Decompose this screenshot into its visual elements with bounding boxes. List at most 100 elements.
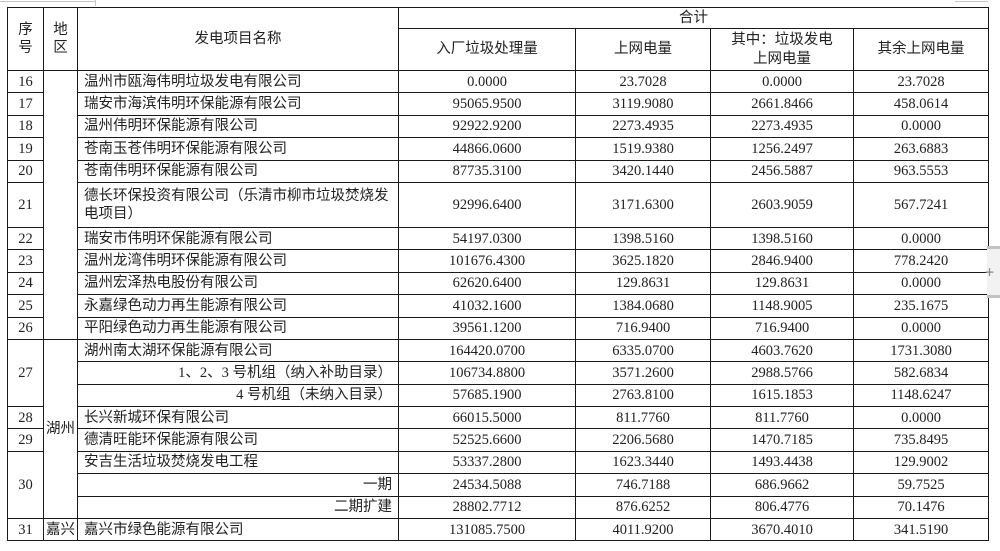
table-row: 21 德长环保投资有限公司（乐清市柳市垃圾焚烧发电项目） 92996.6400 317… [7,181,989,228]
seq-cell: 24 [7,271,44,296]
project-name-cell: 温州龙湾伟明环保能源有限公司 [77,249,399,273]
value-cell: 716.9400 [575,316,711,340]
seq-cell: 26 [7,316,44,340]
project-name-cell: 4 号机组（未纳入目录） [77,383,399,408]
value-cell: 3571.2600 [575,361,711,385]
value-cell: 1519.9380 [575,137,711,161]
value-cell: 3670.4010 [710,518,854,542]
scrollbar-grip-icon: + [985,262,995,281]
value-cell: 778.2420 [853,249,989,273]
project-name-cell: 平阳绿色动力再生能源有限公司 [77,316,399,340]
project-name-cell: 嘉兴市绿色能源有限公司 [77,518,399,542]
table-row: 20 苍南伟明环保能源有限公司 87735.3100 3420.1440 2456.58… [7,159,989,183]
value-cell: 458.0614 [853,92,989,116]
value-cell: 341.5190 [853,518,989,542]
project-name-cell: 安吉生活垃圾焚烧发电工程 [77,450,399,475]
value-cell: 806.4776 [710,495,854,520]
value-cell: 66015.5000 [398,406,576,430]
value-cell: 70.1476 [853,495,989,520]
value-cell: 2273.4935 [575,114,711,139]
value-cell: 1615.1853 [710,383,854,408]
table-row: 25 永嘉绿色动力再生能源有限公司 41032.1600 1384.0680 1148.… [7,294,989,318]
header-waste-power-grid-electricity: 其中：垃圾发电 上网电量 [710,28,854,71]
value-cell: 28802.7712 [398,495,576,520]
value-cell: 1398.5160 [575,226,711,251]
value-cell: 129.8631 [575,271,711,296]
table-row: 30 安吉生活垃圾焚烧发电工程 53337.2800 1623.3440 1493.44… [7,450,989,520]
region-cell: 湖州 [43,338,78,520]
value-cell: 567.7241 [853,181,989,228]
table-row: 27 湖州 湖州南太湖环保能源有限公司 164420.0700 6335.0700 460… [7,338,989,520]
value-cell: 1398.5160 [710,226,854,251]
seq-cell: 19 [7,137,44,161]
cropped-row-artifact-line [0,1,96,2]
value-cell: 0.0000 [853,114,989,139]
table-row: 22 瑞安市伟明环保能源有限公司 54197.0300 1398.5160 1398.5… [7,226,989,251]
value-cell: 0.0000 [853,316,989,340]
project-name-cell: 长兴新城环保有限公司 [77,406,399,430]
header-region: 地区 [43,7,78,71]
seq-cell: 28 [7,406,44,430]
value-cell: 54197.0300 [398,226,576,251]
seq-cell: 31 [7,518,44,542]
value-cell: 3420.1440 [575,159,711,183]
table-row: 23 温州龙湾伟明环保能源有限公司 101676.4300 3625.1820 2846… [7,249,989,273]
value-cell: 2206.5680 [575,428,711,452]
value-cell: 2988.5766 [710,361,854,385]
table-row: 18 温州伟明环保能源有限公司 92922.9200 2273.4935 2273.49… [7,114,989,139]
value-cell: 4603.7620 [710,338,854,363]
value-cell: 44866.0600 [398,137,576,161]
value-cell: 92922.9200 [398,114,576,139]
scrollbar-thumb[interactable]: + [985,246,1000,298]
value-cell: 811.7760 [575,406,711,430]
project-name-cell: 温州宏泽热电股份有限公司 [77,271,399,296]
value-cell: 1623.3440 [575,450,711,475]
project-name-cell: 苍南玉苍伟明环保能源有限公司 [77,137,399,161]
value-cell: 263.6883 [853,137,989,161]
value-cell: 1731.3080 [853,338,989,363]
table-row: 一期 24534.5088 746.7188 686.9662 59.7525 [8,473,989,497]
value-cell: 41032.1600 [398,294,576,318]
project-name-cell: 苍南伟明环保能源有限公司 [77,159,399,183]
table-row: 17 瑞安市海滨伟明环保能源有限公司 95065.9500 3119.9080 2661… [7,92,989,116]
table-row: 26 平阳绿色动力再生能源有限公司 39561.1200 716.9400 716.94… [7,316,989,340]
value-cell: 95065.9500 [398,92,576,116]
value-cell: 876.6252 [575,495,711,520]
table-row: 31 嘉兴 嘉兴市绿色能源有限公司 131085.7500 4011.9200 3670.… [7,518,989,542]
header-other-grid-electricity: 其余上网电量 [853,28,989,71]
value-cell: 0.0000 [853,226,989,251]
value-cell: 106734.8800 [398,361,576,385]
value-cell: 53337.2800 [398,450,576,475]
value-cell: 686.9662 [710,473,854,497]
seq-cell: 17 [7,92,44,116]
header-waste-processed: 入厂垃圾处理量 [398,28,576,71]
project-name-cell: 湖州南太湖环保能源有限公司 [77,338,399,363]
value-cell: 716.9400 [710,316,854,340]
table-row: 19 苍南玉苍伟明环保能源有限公司 44866.0600 1519.9380 1256.… [7,137,989,161]
value-cell: 129.9002 [853,450,989,475]
table-row: 4 号机组（未纳入目录） 57685.1900 2763.8100 1615.1853… [8,383,989,408]
value-cell: 101676.4300 [398,249,576,273]
value-cell: 746.7188 [575,473,711,497]
value-cell: 735.8495 [853,428,989,452]
value-cell: 87735.3100 [398,159,576,183]
value-cell: 2273.4935 [710,114,854,139]
table-row: 16 温州市瓯海伟明垃圾发电有限公司 0.0000 23.7028 0.0000 23.7… [7,69,989,340]
value-cell: 2456.5887 [710,159,854,183]
table-row: 29 德清旺能环保能源有限公司 52525.6600 2206.5680 1470.71… [7,428,989,452]
table-row: 24 温州宏泽热电股份有限公司 62620.6400 129.8631 129.8631… [7,271,989,296]
value-cell: 3625.1820 [575,249,711,273]
value-cell: 129.8631 [710,271,854,296]
power-generation-table: 序号 地区 发电项目名称 合计 入厂垃圾处理量 上网电量 其中：垃圾发电 上网电… [7,7,989,542]
value-cell: 0.0000 [853,406,989,430]
seq-cell: 25 [7,294,44,318]
cropped-row-artifact-line [95,0,96,6]
cropped-row-artifact-line [955,1,988,2]
value-cell: 1256.2497 [710,137,854,161]
region-cell [43,70,78,340]
value-cell: 0.0000 [398,69,576,94]
value-cell: 2763.8100 [575,383,711,408]
seq-cell: 27 [7,338,44,408]
value-cell: 6335.0700 [575,338,711,363]
header-seq: 序号 [7,7,44,71]
